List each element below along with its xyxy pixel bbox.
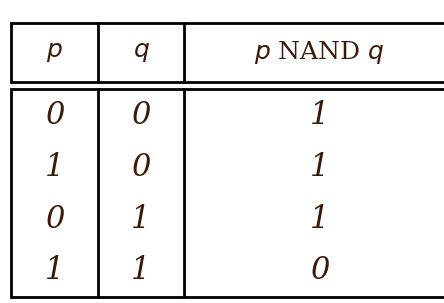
Bar <box>11 23 444 82</box>
Text: 1: 1 <box>310 100 329 131</box>
Text: $q$: $q$ <box>132 41 150 64</box>
Text: 1: 1 <box>131 255 151 287</box>
Text: 1: 1 <box>45 255 64 287</box>
Text: 0: 0 <box>131 100 151 131</box>
Text: $\it{p}$ NAND $\it{q}$: $\it{p}$ NAND $\it{q}$ <box>254 39 385 66</box>
Text: $p$: $p$ <box>46 41 63 64</box>
Text: 0: 0 <box>45 100 64 131</box>
Text: 1: 1 <box>310 204 329 235</box>
Text: 1: 1 <box>310 152 329 183</box>
Text: 0: 0 <box>310 255 329 287</box>
Text: 0: 0 <box>131 152 151 183</box>
Text: 1: 1 <box>45 152 64 183</box>
Bar <box>11 89 444 297</box>
Text: 0: 0 <box>45 204 64 235</box>
Text: 1: 1 <box>131 204 151 235</box>
